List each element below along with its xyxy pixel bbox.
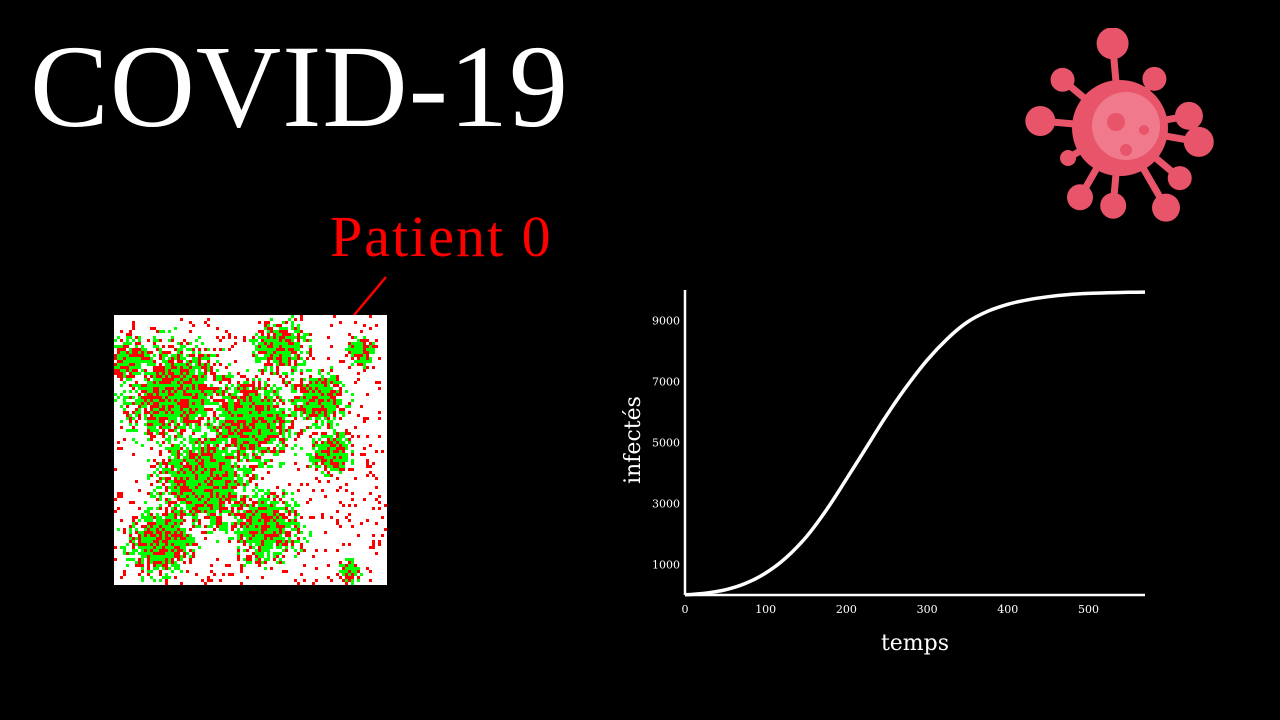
chart-axes bbox=[683, 290, 1145, 597]
virus-spike-tip bbox=[1096, 28, 1129, 60]
x-tick-label: 200 bbox=[836, 603, 857, 616]
virus-spot bbox=[1139, 125, 1149, 135]
virus-spike-tip bbox=[1100, 192, 1127, 219]
infection-curve bbox=[684, 290, 1146, 597]
x-tick-label: 300 bbox=[917, 603, 938, 616]
virus-spike-tip bbox=[1167, 166, 1192, 191]
virus-spike-tip bbox=[1060, 150, 1077, 166]
patient-zero-label: Patient 0 bbox=[330, 204, 553, 269]
x-tick-label: 400 bbox=[997, 603, 1018, 616]
page-title: COVID-19 bbox=[30, 21, 569, 152]
y-axis-label: infectés bbox=[621, 396, 646, 484]
y-tick-label: 7000 bbox=[652, 376, 680, 389]
virus-spot bbox=[1107, 113, 1125, 131]
y-tick-label: 9000 bbox=[652, 315, 680, 328]
virus-spike-tip bbox=[1050, 67, 1075, 92]
x-tick-label: 0 bbox=[682, 603, 689, 616]
virus-spike-tip bbox=[1025, 106, 1056, 137]
y-tick-label: 3000 bbox=[652, 498, 680, 511]
virus-spike-tip bbox=[1174, 101, 1203, 130]
x-axis-label: temps bbox=[881, 631, 949, 656]
x-tick-label: 100 bbox=[755, 603, 776, 616]
virus-body-highlight bbox=[1092, 92, 1160, 160]
x-tick-label: 500 bbox=[1078, 603, 1099, 616]
virus-icon bbox=[1025, 28, 1214, 222]
y-tick-label: 5000 bbox=[652, 437, 680, 450]
infection-grid bbox=[114, 315, 387, 585]
virus-spike-tip bbox=[1142, 66, 1167, 91]
y-tick-label: 1000 bbox=[652, 559, 680, 572]
virus-spot bbox=[1120, 144, 1132, 156]
virus-spike-tip bbox=[1152, 193, 1180, 222]
virus-spike-tip bbox=[1183, 126, 1214, 157]
chart-ticks: 0 100 200 300 400 500 1000 3000 5000 7000 9000 bbox=[652, 315, 1099, 617]
virus-spike-tip bbox=[1067, 184, 1093, 211]
infection-chart: 0 100 200 300 400 500 1000 3000 5000 7000 9000 tem… bbox=[621, 290, 1146, 656]
